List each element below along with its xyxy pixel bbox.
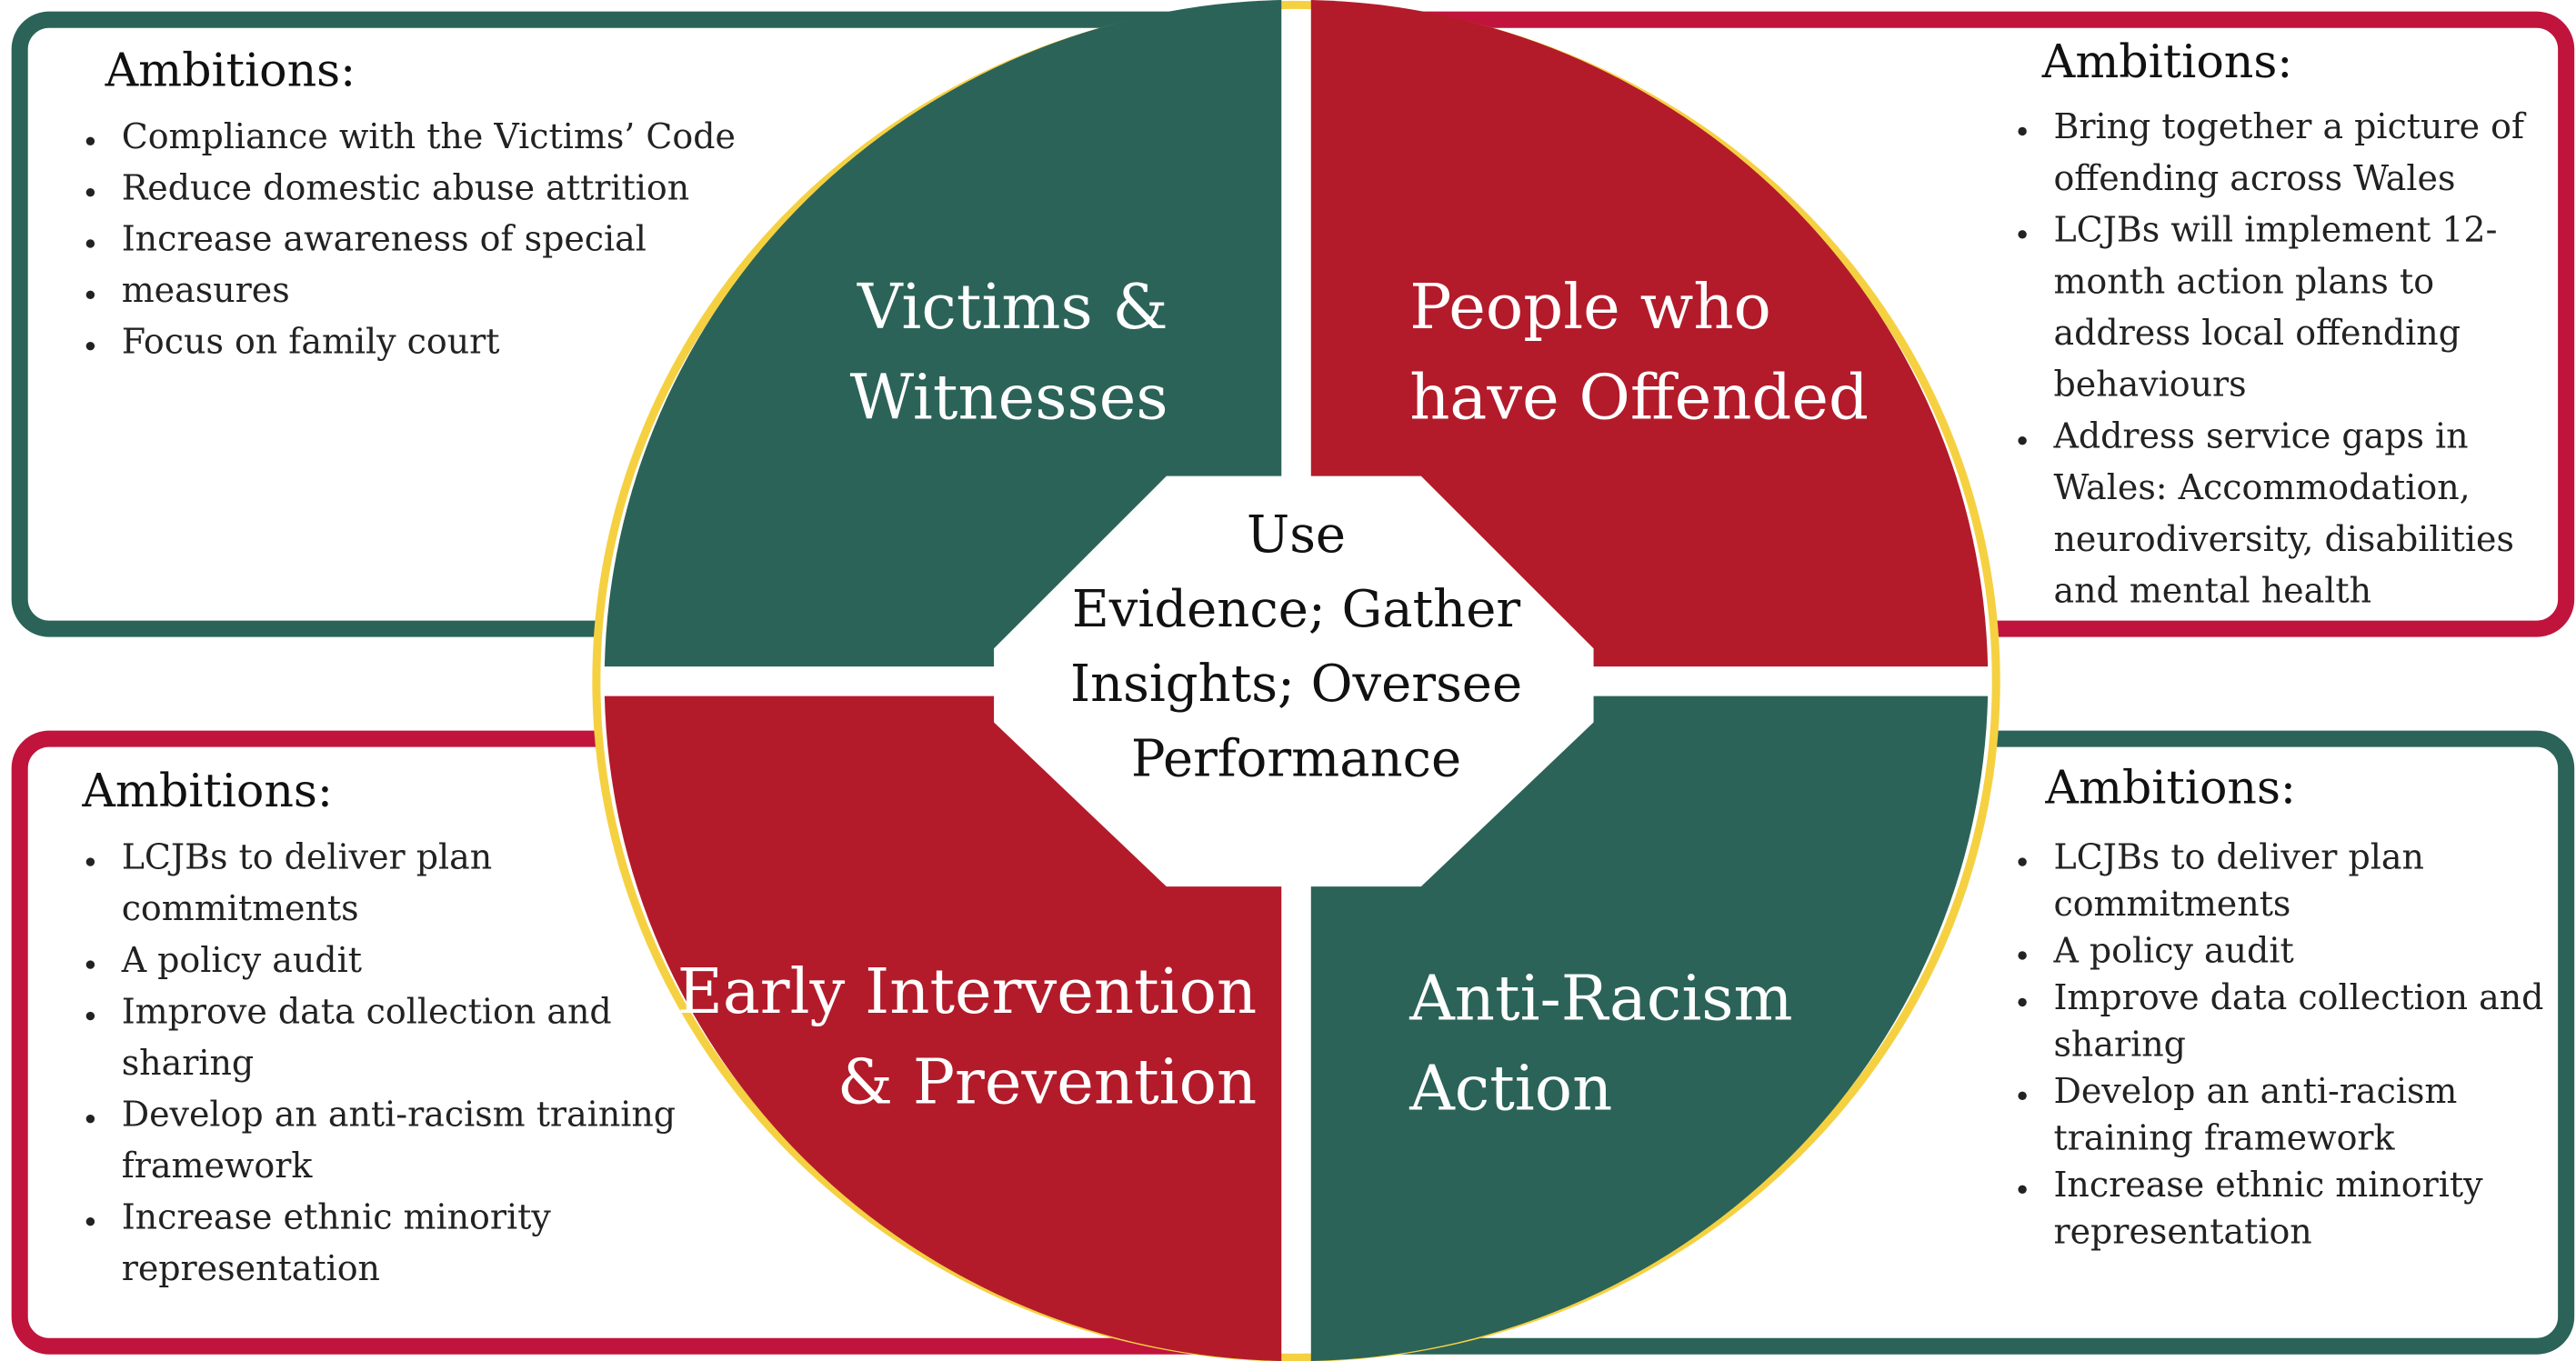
bullet-text: LCJBs to deliver plan [122,837,492,877]
quadrant-label: Anti-Racism [1408,962,1792,1035]
bullet-text: month action plans to [2053,261,2434,301]
box-heading: Ambitions: [2041,35,2293,88]
bullet-text: framework [122,1146,314,1186]
bullet-text: Reduce domestic abuse attrition [122,167,689,207]
quadrant-label: Witnesses [850,361,1168,434]
quadrant-label: Early Intervention [677,956,1257,1028]
bullet-text: Compliance with the Victims’ Code [122,116,736,156]
quadrant [604,0,1282,667]
bullet-text: sharing [2053,1025,2185,1065]
center-text: Evidence; Gather [1072,580,1520,639]
quadrant [604,696,1282,1361]
box-heading: Ambitions: [105,43,356,96]
bullet [2018,951,2027,960]
bullet-text: measures [122,270,290,310]
quadrant-label: & Prevention [837,1046,1257,1118]
bullet [85,1114,95,1124]
box-heading: Ambitions: [2044,760,2296,814]
bullet-text: A policy audit [121,940,362,980]
bullet [85,1216,95,1226]
bullet-text: commitments [2053,884,2290,924]
bullet-text: LCJBs will implement 12- [2053,210,2497,250]
center-text: Insights; Oversee [1070,655,1522,714]
quadrant-label: People who [1409,271,1771,344]
bullet [85,187,95,197]
bullet-text: neurodiversity, disabilities [2053,519,2514,559]
bullet-text: training framework [2053,1118,2395,1158]
bullet [2018,857,2027,866]
bullet-text: representation [122,1248,380,1288]
bullet [2018,230,2027,239]
bullet [2018,126,2027,136]
bullet [2018,1185,2027,1194]
bullet-text: Increase ethnic minority [2053,1165,2483,1205]
bullet-text: commitments [122,888,359,928]
bullet [85,1011,95,1021]
bullet-text: Focus on family court [122,321,500,361]
bullet-text: behaviours [2053,365,2246,405]
bullet [85,290,95,300]
bullet-text: Improve data collection and [122,991,612,1031]
bullet [2018,1091,2027,1101]
quadrant [1310,696,1989,1361]
bullet [85,341,95,351]
bullet-text: Develop an anti-racism training [122,1094,676,1134]
bullet [85,136,95,145]
bullet-text: offending across Wales [2053,158,2455,198]
quadrant-label: Action [1408,1053,1612,1126]
bullet-text: Increase ethnic minority [122,1196,552,1236]
quadrant-label: have Offended [1409,361,1869,434]
bullet [85,239,95,248]
bullet-text: and mental health [2053,570,2371,610]
bullet-text: Increase awareness of special [122,219,647,259]
bullet-text: representation [2053,1211,2311,1251]
bullet-text: Wales: Accommodation, [2053,467,2470,507]
bullet-text: Develop an anti-racism [2053,1071,2457,1111]
bullet-text: Improve data collection and [2053,977,2543,1017]
quadrant [1310,0,1989,667]
bullet [85,857,95,866]
bullet [2018,997,2027,1007]
bullet [2018,435,2027,445]
box-heading: Ambitions: [81,764,333,817]
center-text: Use [1247,505,1346,565]
quadrant-label: Victims & [857,271,1168,344]
bullet-text: LCJBs to deliver plan [2053,837,2423,877]
bullet-text: address local offending [2053,313,2461,353]
bullet-text: sharing [122,1043,254,1083]
bullet [85,960,95,969]
bullet-text: Address service gaps in [2052,415,2468,455]
bullet-text: A policy audit [2052,931,2293,971]
bullet-text: Bring together a picture of [2053,106,2527,146]
center-octagon [994,475,1594,887]
center-text: Performance [1131,729,1461,788]
